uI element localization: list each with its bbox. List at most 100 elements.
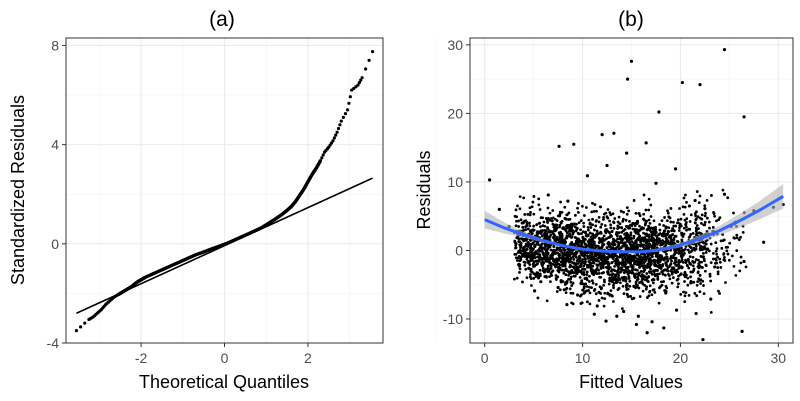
residual-point bbox=[624, 257, 627, 261]
residual-point bbox=[552, 259, 555, 263]
residual-point bbox=[695, 283, 699, 287]
residual-point bbox=[639, 259, 643, 263]
residual-point bbox=[709, 297, 713, 301]
residual-point bbox=[612, 281, 616, 285]
residual-point bbox=[611, 272, 615, 276]
residual-point bbox=[645, 239, 648, 243]
residual-point bbox=[536, 273, 540, 277]
residual-point bbox=[638, 214, 642, 218]
residual-point bbox=[627, 277, 631, 280]
residual-point bbox=[576, 231, 580, 235]
residual-point bbox=[538, 268, 542, 272]
residual-point bbox=[666, 259, 670, 263]
residual-point bbox=[600, 133, 604, 137]
residual-point bbox=[642, 212, 646, 216]
residual-point bbox=[609, 223, 612, 227]
residual-point bbox=[556, 285, 560, 290]
residual-point bbox=[664, 225, 668, 229]
residual-point bbox=[528, 247, 532, 250]
residual-point bbox=[677, 252, 681, 255]
residual-point bbox=[696, 215, 700, 219]
residual-point bbox=[647, 227, 651, 231]
residual-point bbox=[739, 235, 742, 239]
residual-point bbox=[557, 144, 561, 148]
residual-point bbox=[660, 234, 664, 237]
residual-point bbox=[625, 244, 628, 247]
residual-point bbox=[525, 276, 529, 280]
residual-point bbox=[703, 269, 707, 273]
residual-point bbox=[603, 297, 607, 301]
residual-point bbox=[654, 259, 657, 262]
residual-point bbox=[639, 237, 643, 241]
residual-point bbox=[540, 257, 544, 261]
residual-point bbox=[565, 231, 569, 235]
residual-point bbox=[670, 281, 674, 285]
residual-point bbox=[643, 236, 647, 239]
residual-point bbox=[744, 265, 748, 269]
residual-point bbox=[677, 282, 680, 286]
residual-point bbox=[652, 288, 656, 292]
residual-point bbox=[546, 227, 550, 230]
residual-point bbox=[612, 221, 616, 225]
x-tick-label: 20 bbox=[673, 350, 689, 366]
residual-point bbox=[600, 296, 604, 300]
residual-point bbox=[591, 257, 595, 261]
residual-point bbox=[527, 261, 530, 265]
residual-point bbox=[685, 263, 689, 267]
residual-point bbox=[577, 268, 580, 272]
residual-point bbox=[585, 278, 589, 282]
residual-point bbox=[652, 269, 656, 272]
residual-point bbox=[548, 211, 552, 215]
residual-point bbox=[537, 243, 540, 247]
residual-point bbox=[547, 217, 550, 220]
residual-point bbox=[555, 290, 559, 293]
residual-point bbox=[742, 259, 746, 264]
residual-point bbox=[528, 206, 532, 210]
residual-point bbox=[595, 304, 599, 308]
residual-point bbox=[553, 217, 557, 221]
residual-point bbox=[724, 246, 728, 249]
residual-point bbox=[608, 242, 611, 245]
residual-point bbox=[622, 276, 626, 279]
residual-point bbox=[570, 241, 574, 244]
residual-point bbox=[671, 276, 675, 280]
residual-plot-marks bbox=[484, 48, 785, 342]
residual-point bbox=[556, 269, 560, 272]
residual-point bbox=[634, 283, 638, 286]
residual-point bbox=[531, 200, 535, 204]
residual-point bbox=[676, 285, 680, 289]
residual-point bbox=[671, 228, 675, 232]
residual-point bbox=[588, 302, 592, 306]
residual-point bbox=[578, 276, 582, 279]
residual-point bbox=[595, 229, 599, 233]
residual-point bbox=[540, 246, 544, 250]
residual-point bbox=[605, 163, 609, 168]
residual-point bbox=[602, 243, 606, 246]
residual-point bbox=[513, 277, 516, 281]
residual-point bbox=[514, 246, 517, 250]
residual-point bbox=[668, 277, 672, 281]
residual-point bbox=[560, 219, 564, 223]
residual-point bbox=[605, 255, 609, 259]
residual-point bbox=[620, 230, 624, 234]
residual-point bbox=[694, 226, 698, 230]
residual-point bbox=[538, 208, 542, 211]
residual-point bbox=[548, 245, 552, 249]
residual-point bbox=[587, 218, 591, 222]
residual-point bbox=[524, 239, 528, 242]
residual-point bbox=[566, 257, 570, 261]
residual-point bbox=[535, 263, 538, 267]
residual-point bbox=[635, 278, 639, 282]
residual-point bbox=[567, 274, 570, 277]
residual-point bbox=[608, 276, 612, 280]
residual-point bbox=[647, 197, 651, 201]
residual-point bbox=[715, 252, 719, 256]
residual-point bbox=[529, 244, 533, 247]
residual-point bbox=[698, 264, 702, 268]
residual-point bbox=[571, 232, 575, 236]
residual-point bbox=[567, 248, 571, 252]
residual-point bbox=[548, 219, 552, 222]
residual-point bbox=[555, 263, 559, 266]
residual-point bbox=[654, 264, 658, 267]
residual-point bbox=[563, 227, 567, 231]
